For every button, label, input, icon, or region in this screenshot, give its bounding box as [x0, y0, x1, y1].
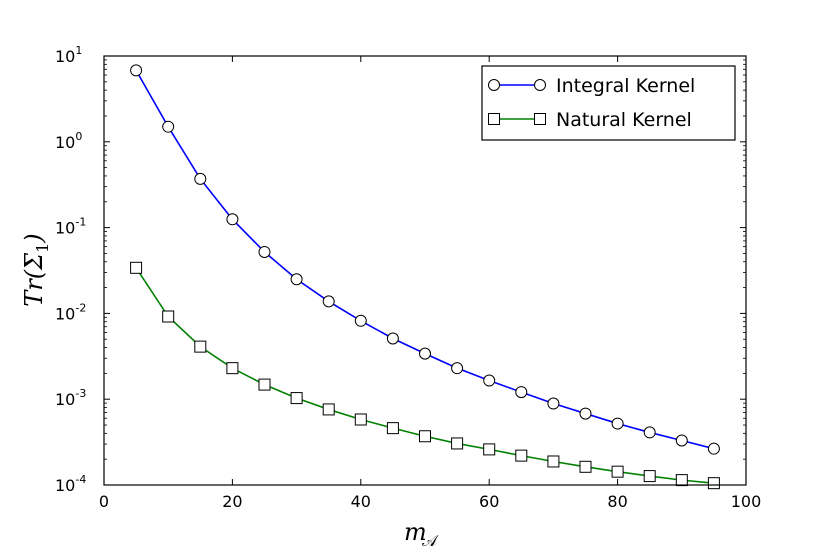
y-tick-exponent: -1: [75, 216, 86, 229]
x-axis-label-main: m: [404, 518, 427, 546]
data-point-natural-kernel: [194, 340, 207, 353]
series-natural-kernel: [130, 261, 720, 490]
data-point-natural-kernel: [130, 261, 143, 274]
y-axis-label-sub: 1: [33, 243, 52, 253]
data-point-integral-kernel: [643, 426, 656, 439]
data-point-integral-kernel: [290, 273, 303, 286]
data-point-natural-kernel: [386, 422, 399, 435]
y-axis-label-main: Tr(Σ: [20, 252, 48, 307]
data-point-integral-kernel: [419, 347, 431, 360]
data-point-natural-kernel: [483, 443, 496, 456]
y-axis-label-close: ): [20, 233, 48, 243]
legend-marker-integral-kernel: [488, 79, 500, 91]
y-tick-label: 10-3: [55, 387, 86, 409]
data-point-integral-kernel: [675, 434, 688, 447]
y-tick-exponent: -4: [75, 473, 86, 486]
x-axis-label: m 𝒜: [404, 518, 439, 550]
data-point-integral-kernel: [611, 417, 624, 430]
y-tick-label: 100: [55, 130, 82, 152]
series-integral-kernel: [130, 64, 720, 455]
x-tick-label: 80: [607, 492, 627, 511]
legend-marker-natural-kernel-right: [534, 113, 546, 125]
data-point-natural-kernel: [515, 449, 528, 462]
data-point-natural-kernel: [290, 392, 303, 405]
legend-box: [481, 65, 736, 141]
x-tick-label: 60: [479, 492, 499, 511]
data-point-natural-kernel: [419, 430, 431, 443]
y-tick-exponent: -3: [75, 387, 86, 400]
data-point-natural-kernel: [162, 310, 175, 323]
legend-marker-natural-kernel: [488, 113, 500, 125]
legend-marker-integral-kernel-right: [534, 79, 546, 91]
data-point-integral-kernel: [194, 172, 207, 185]
data-point-natural-kernel: [354, 413, 367, 426]
x-axis-label-sub: 𝒜: [422, 531, 439, 550]
data-point-natural-kernel: [579, 460, 592, 473]
data-point-natural-kernel: [258, 378, 271, 391]
plot-frame: [103, 55, 747, 486]
data-point-integral-kernel: [707, 442, 720, 455]
data-point-natural-kernel: [611, 465, 624, 478]
x-tick-label: 20: [222, 492, 242, 511]
series-layer: [130, 64, 720, 490]
svg-text:Tr(Σ1): Tr(Σ1): [20, 233, 52, 306]
data-point-integral-kernel: [258, 245, 271, 258]
y-tick-exponent: 1: [75, 44, 82, 57]
data-point-natural-kernel: [226, 362, 239, 375]
data-point-integral-kernel: [386, 332, 399, 345]
data-point-integral-kernel: [547, 397, 560, 410]
legend-label-natural-kernel: Natural Kernel: [556, 109, 692, 131]
data-point-integral-kernel: [322, 295, 335, 308]
data-point-integral-kernel: [226, 213, 239, 226]
data-point-integral-kernel: [483, 374, 496, 387]
legend-label-integral-kernel: Integral Kernel: [556, 75, 695, 97]
y-tick-exponent: 0: [75, 130, 82, 143]
data-point-natural-kernel: [547, 455, 560, 468]
y-axis-label: Tr(Σ1): [20, 233, 52, 306]
legend: Integral Kernel Natural Kernel: [481, 65, 736, 141]
x-tick-label: 0: [99, 492, 109, 511]
data-point-integral-kernel: [451, 362, 464, 375]
data-point-integral-kernel: [515, 386, 528, 399]
data-point-integral-kernel: [130, 64, 143, 77]
x-tick-label: 100: [731, 492, 762, 511]
data-point-natural-kernel: [643, 470, 656, 483]
data-point-natural-kernel: [322, 403, 335, 416]
data-point-natural-kernel: [675, 474, 688, 487]
data-point-integral-kernel: [162, 120, 175, 133]
data-point-natural-kernel: [451, 437, 464, 450]
y-tick-label: 10-2: [55, 301, 86, 323]
y-tick-label: 10-4: [55, 473, 86, 495]
data-point-natural-kernel: [707, 477, 720, 490]
data-point-integral-kernel: [579, 407, 592, 420]
data-point-integral-kernel: [354, 314, 367, 327]
y-tick-exponent: -2: [75, 301, 86, 314]
y-tick-label: 10-1: [55, 216, 86, 238]
x-tick-label: 40: [351, 492, 371, 511]
y-tick-label: 101: [55, 44, 82, 66]
